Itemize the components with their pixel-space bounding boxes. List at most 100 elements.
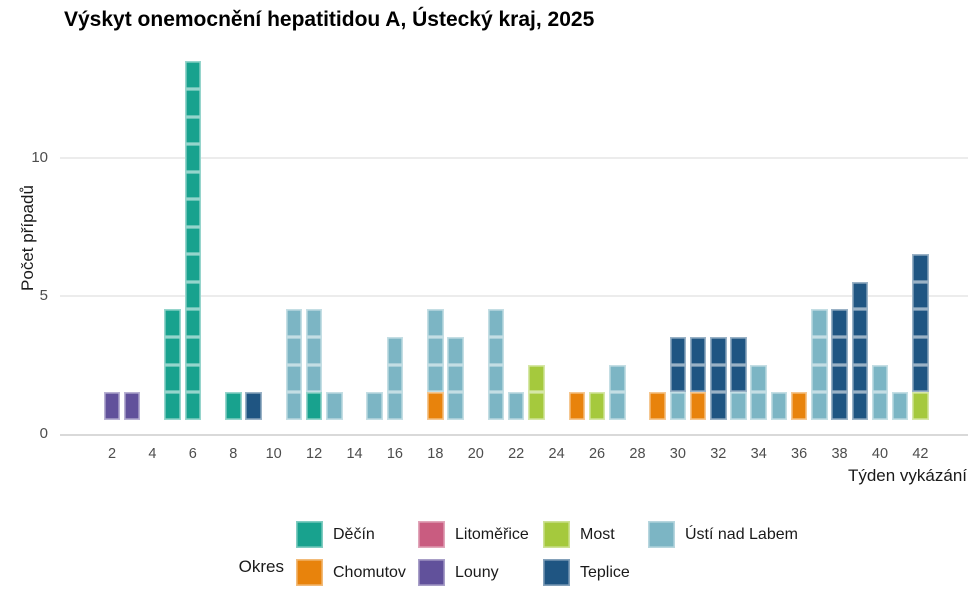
case-tile-week6	[184, 61, 202, 89]
case-tile-week38	[831, 337, 848, 365]
x-tick-label: 30	[669, 446, 686, 462]
y-tick-label: 5	[39, 286, 48, 304]
legend-label-2: Most	[580, 526, 615, 543]
case-tile-week11	[285, 309, 303, 338]
case-tile-week18	[427, 392, 444, 420]
case-tile-week18	[427, 364, 444, 393]
case-tile-week6	[184, 199, 202, 227]
case-tile-week5	[164, 337, 181, 365]
case-tile-week2	[103, 392, 121, 420]
legend-swatch-0	[296, 521, 323, 548]
case-tile-week32	[710, 392, 727, 420]
case-tile-week27	[609, 392, 626, 420]
case-tile-week42	[912, 309, 929, 338]
case-tile-week40	[871, 392, 889, 420]
case-tile-week5	[164, 309, 181, 338]
legend-label-6: Teplice	[580, 564, 630, 581]
case-tile-week16	[386, 337, 404, 365]
case-tile-week3	[123, 392, 141, 420]
case-tile-week41	[891, 392, 909, 420]
y-tick-label: 10	[31, 148, 48, 166]
case-tile-week33	[730, 364, 747, 393]
x-tick-label: 8	[229, 446, 238, 462]
case-tile-week19	[447, 337, 464, 365]
case-tile-week39	[851, 364, 869, 393]
x-tick-label: 38	[831, 446, 848, 462]
x-axis-line	[60, 434, 968, 436]
x-tick-label: 26	[588, 446, 606, 462]
x-tick-label: 24	[548, 446, 565, 462]
case-tile-week21	[487, 309, 505, 338]
case-tile-week38	[831, 392, 848, 420]
case-tile-week33	[730, 392, 747, 420]
legend-swatch-2	[543, 521, 570, 548]
case-tile-week26	[588, 392, 606, 420]
case-tile-week12	[305, 364, 323, 393]
case-tile-week6	[184, 116, 202, 145]
x-tick-label: 18	[427, 446, 444, 462]
legend-swatch-5	[418, 559, 445, 586]
x-tick-label: 14	[346, 446, 363, 462]
x-tick-label: 16	[386, 446, 403, 462]
case-tile-week32	[710, 364, 727, 393]
case-tile-week19	[447, 364, 464, 393]
case-tile-week13	[326, 392, 343, 420]
legend-label-5: Louny	[455, 564, 499, 581]
case-tile-week31	[689, 337, 707, 365]
case-tile-week31	[689, 392, 707, 420]
x-tick-label: 6	[188, 446, 197, 462]
case-tile-week38	[831, 364, 848, 393]
case-tile-week6	[184, 226, 202, 255]
x-axis-label: Týden vykázání	[847, 466, 967, 485]
case-tile-week34	[750, 392, 767, 420]
case-tile-week29	[649, 392, 666, 420]
case-tile-week21	[487, 337, 505, 365]
legend-label-0: Děčín	[333, 526, 375, 543]
case-tile-week11	[285, 364, 303, 393]
case-tile-week9	[245, 392, 262, 420]
case-tile-week21	[487, 364, 505, 393]
case-tile-week6	[184, 171, 202, 200]
case-tile-week37	[811, 337, 828, 365]
x-tick-label: 28	[629, 446, 646, 462]
case-tile-week37	[811, 392, 828, 420]
case-tile-week30	[669, 392, 687, 420]
case-tile-week32	[710, 337, 727, 365]
x-tick-label: 2	[107, 446, 117, 462]
case-tile-week6	[184, 89, 202, 117]
case-tile-week30	[669, 364, 687, 393]
case-tile-week6	[184, 309, 202, 338]
case-tile-week34	[750, 364, 767, 393]
case-tile-week35	[770, 392, 788, 420]
case-tile-week37	[811, 364, 828, 393]
case-tile-week39	[851, 281, 869, 310]
case-tile-week6	[184, 392, 202, 420]
gridline-y5	[60, 294, 968, 297]
case-tile-week36	[790, 392, 808, 420]
case-tile-week19	[447, 392, 464, 420]
case-tile-week25	[568, 392, 586, 420]
case-tile-week12	[305, 337, 323, 365]
x-tick-label: 12	[306, 446, 323, 462]
case-tile-week6	[184, 254, 202, 282]
x-tick-label: 20	[467, 446, 484, 462]
case-tile-week18	[427, 309, 444, 338]
case-tile-week42	[912, 254, 929, 282]
legend-swatch-3	[648, 521, 675, 548]
case-tile-week15	[366, 392, 383, 420]
case-tile-week21	[487, 392, 505, 420]
case-tile-week6	[184, 364, 202, 393]
case-tile-week33	[730, 337, 747, 365]
case-tile-week39	[851, 309, 869, 338]
case-tile-week42	[912, 392, 929, 420]
case-tile-week27	[609, 364, 626, 393]
case-tile-week42	[912, 337, 929, 365]
x-tick-label: 42	[912, 446, 929, 462]
case-tile-week38	[831, 309, 848, 338]
x-tick-label: 10	[265, 446, 282, 462]
case-tile-week5	[164, 392, 181, 420]
case-tile-week37	[811, 309, 828, 338]
case-tile-week12	[305, 392, 323, 420]
case-tile-week39	[851, 392, 869, 420]
